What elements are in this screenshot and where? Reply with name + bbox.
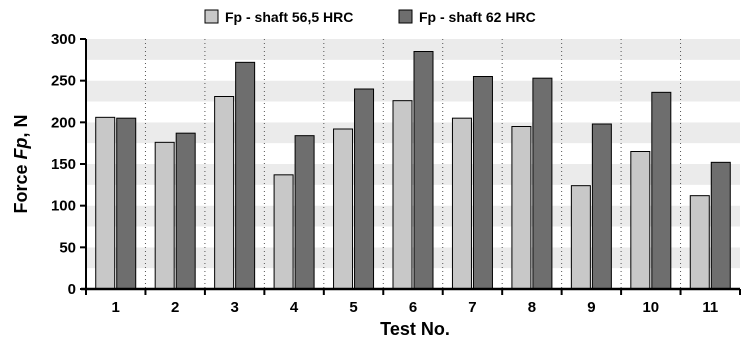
y-axis-title-prefix: Force <box>11 159 31 213</box>
y-axis-title: Force Fp, N <box>11 114 31 213</box>
bar-series-2-test-5 <box>354 88 375 290</box>
x-tick-label: 5 <box>349 299 357 316</box>
y-axis-title-suffix: , N <box>11 114 31 137</box>
y-tick-label: 0 <box>68 281 76 298</box>
y-tick-label: 300 <box>51 31 76 48</box>
bar-series-2-test-3 <box>235 61 256 290</box>
bar-series-1-test-3 <box>214 96 235 290</box>
x-tick-label: 11 <box>702 299 718 316</box>
legend: Fp - shaft 56,5 HRC Fp - shaft 62 HRC <box>204 9 536 25</box>
x-tick-label: 2 <box>171 299 179 316</box>
x-tick-label: 10 <box>642 299 659 316</box>
bar-series-1-test-5 <box>333 128 354 290</box>
bar-series-1-test-6 <box>392 100 413 290</box>
background-band <box>86 59 740 81</box>
y-tick-label: 150 <box>51 156 76 173</box>
background-band <box>86 101 740 123</box>
y-axis-title-italic: Fp <box>11 137 31 159</box>
y-tick-label: 50 <box>59 239 76 256</box>
bar-series-2-test-2 <box>175 132 196 290</box>
y-tick-label: 100 <box>51 198 76 215</box>
background-band <box>86 39 740 60</box>
legend-label-series-1: Fp - shaft 56,5 HRC <box>225 9 353 25</box>
x-tick-label: 1 <box>112 299 120 316</box>
legend-swatch-series-1 <box>204 9 219 24</box>
bar-series-2-test-7 <box>472 76 493 290</box>
bar-series-2-test-6 <box>413 51 434 290</box>
bar-series-2-test-9 <box>591 123 612 290</box>
bar-series-2-test-4 <box>294 135 315 290</box>
x-tick-label: 3 <box>230 299 238 316</box>
background-band <box>86 80 740 102</box>
x-tick-label: 9 <box>587 299 595 316</box>
x-tick-label: 4 <box>290 299 299 316</box>
bar-series-1-test-4 <box>273 174 294 290</box>
bar-series-1-test-9 <box>570 185 591 290</box>
bar-series-1-test-1 <box>95 116 116 290</box>
bar-series-2-test-10 <box>651 91 672 290</box>
vertical-gridlines <box>144 39 682 289</box>
x-tick-label: 7 <box>468 299 476 316</box>
bar-series-1-test-10 <box>630 151 651 290</box>
bar-series-1-test-2 <box>154 141 175 290</box>
legend-swatch-series-2 <box>398 9 413 24</box>
x-axis-title: Test No. <box>380 319 450 339</box>
bar-series-2-test-11 <box>710 161 731 290</box>
bar-series-2-test-8 <box>532 77 553 290</box>
y-tick-label: 200 <box>51 114 76 131</box>
legend-label-series-2: Fp - shaft 62 HRC <box>419 9 536 25</box>
x-tick-label: 6 <box>409 299 417 316</box>
bar-series-1-test-11 <box>689 195 710 290</box>
x-tick-label: 8 <box>528 299 536 316</box>
x-tick-labels: 1 2 3 4 5 6 7 8 9 10 11 <box>85 289 741 316</box>
bar-series-2-test-1 <box>116 117 137 290</box>
y-tick-labels: 0 50 100 150 200 250 300 <box>51 31 86 298</box>
y-tick-label: 250 <box>51 73 76 90</box>
bar-series-1-test-8 <box>511 126 532 290</box>
bar-series-1-test-7 <box>451 117 472 290</box>
